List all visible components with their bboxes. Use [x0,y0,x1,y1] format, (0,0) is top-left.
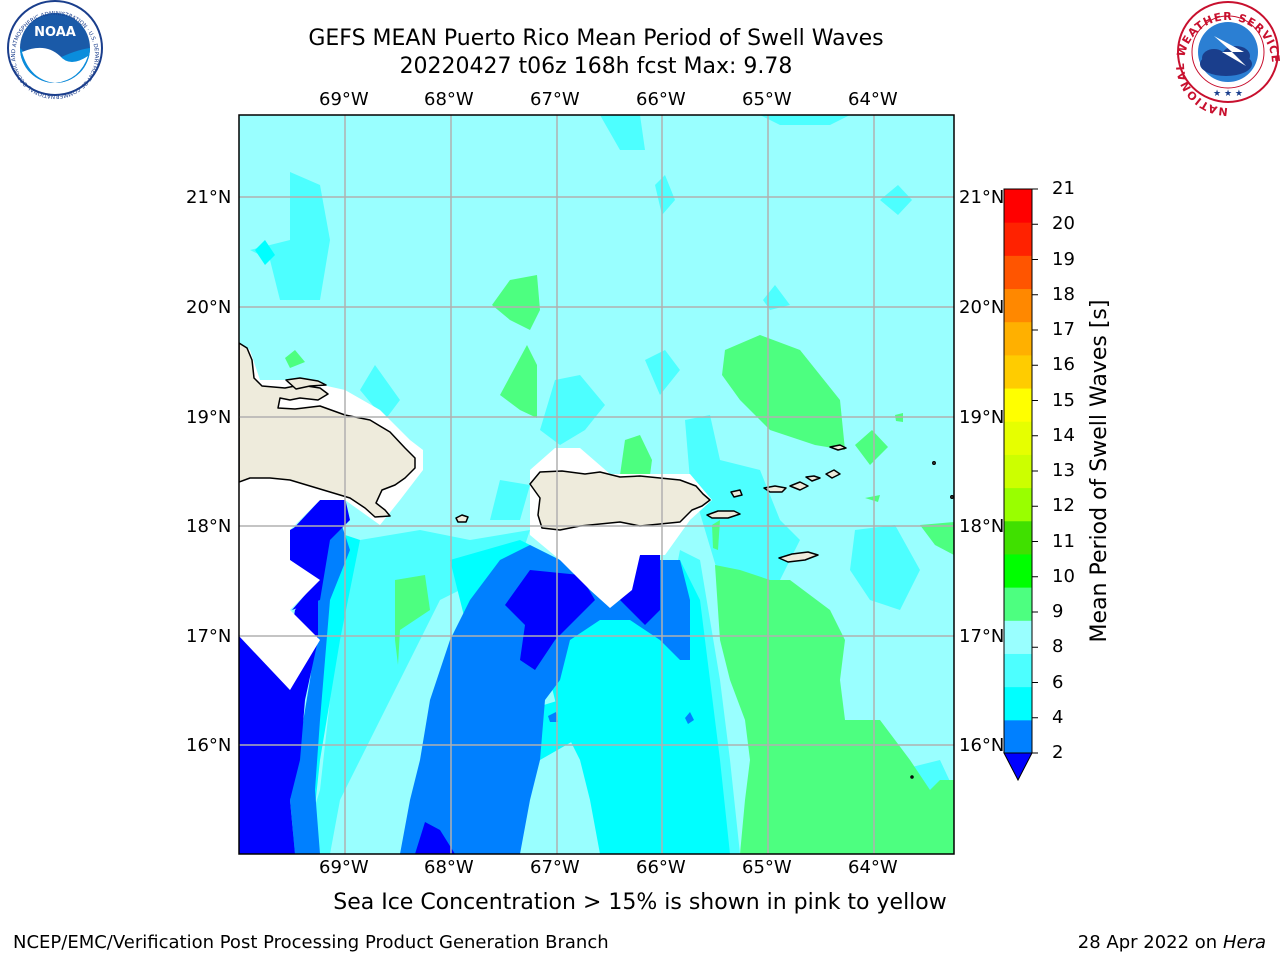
lat-tick-right-17: 17°N [959,626,1005,647]
lat-tick-left-19: 19°N [186,407,232,428]
colorbar-tick-label: 13 [1052,460,1075,481]
lon-tick-top-64: 64°W [848,89,898,110]
lat-tick-left-17: 17°N [186,626,232,647]
colorbar-bin [1004,653,1032,688]
lon-tick-top-65: 65°W [742,89,792,110]
colorbar-tick-label: 6 [1052,671,1064,693]
lon-tick-top-66: 66°W [636,89,686,110]
noaa-logo: NOAA NATIONAL OCEANIC AND ATMOSPHERIC AD… [0,0,103,99]
colorbar-bin [1004,686,1032,721]
nws-logo: NATIONAL WEATHER SERVICE ★ ★ ★ [1174,1,1280,118]
colorbar-bin [1004,421,1032,455]
land-vieques [706,510,741,519]
colorbar-tick-label: 17 [1052,319,1075,340]
colorbar-tick-label: 19 [1052,248,1075,270]
colorbar-tick-label: 15 [1052,389,1075,411]
lon-tick-top-69: 69°W [319,89,369,110]
colorbar-tick-label: 14 [1052,424,1075,446]
land-anegada [829,444,847,451]
colorbar-bin [1004,189,1032,223]
lat-tick-left-20: 20°N [186,297,232,318]
colorbar-bin [1004,454,1032,489]
footer-date: 28 Apr 2022 on [1077,932,1223,953]
land-culebra [730,489,743,498]
land-st-thomas [763,485,787,493]
lat-tick-left-21: 21°N [186,187,232,208]
lon-tick-bottom-68: 68°W [424,857,474,878]
colorbar-tick-label: 11 [1052,530,1075,552]
land-islet-1 [932,461,936,465]
lat-tick-left-16: 16°N [186,735,232,756]
noaa-logo-text: NOAA [34,25,76,40]
colorbar-bin [1004,520,1032,555]
lon-tick-bottom-67: 67°W [530,857,580,878]
colorbar-bin [1004,255,1032,290]
field-blue-bands [290,520,694,854]
field-green-patches [285,275,954,854]
colorbar-tick-label: 2 [1052,742,1064,763]
land-islet-2 [950,495,954,499]
colorbar-bin [1004,487,1032,522]
svg-text:★ ★ ★: ★ ★ ★ [1213,89,1243,99]
colorbar-tick-label: 9 [1052,601,1064,622]
lat-tick-right-19: 19°N [959,407,1005,428]
colorbar-tick-label: 10 [1052,565,1075,587]
colorbar-tick-label: 4 [1052,706,1064,728]
land-puerto-rico [529,470,711,531]
colorbar-tick-label: 18 [1052,283,1075,305]
colorbar-tick-label: 8 [1052,636,1064,658]
map-frame [238,114,955,855]
colorbar-bin [1004,354,1032,389]
lat-tick-right-20: 20°N [959,297,1005,318]
colorbar-bin [1004,620,1032,654]
colorbar-tick-label: 12 [1052,495,1075,517]
sea-ice-note: Sea Ice Concentration > 15% is shown in … [333,890,947,915]
map-field [239,115,954,854]
colorbar [1004,189,1032,754]
colorbar-tick-label: 20 [1052,213,1075,235]
land-islet-3 [910,775,914,779]
lat-tick-right-21: 21°N [959,187,1005,208]
colorbar-bin [1004,222,1032,256]
colorbar-under-extension [1003,752,1033,782]
footer-right: 28 Apr 2022 on Hera [1078,932,1266,953]
colorbar-tick-label: 16 [1052,354,1075,376]
colorbar-tick-marks [1032,188,1038,754]
lon-tick-bottom-69: 69°W [319,857,369,878]
lat-tick-left-18: 18°N [186,516,232,537]
colorbar-bin [1004,288,1032,323]
lon-tick-top-67: 67°W [530,89,580,110]
colorbar-bin [1004,719,1032,754]
colorbar-bin [1004,553,1032,588]
lat-tick-right-16: 16°N [959,735,1005,756]
colorbar-tick-label: 21 [1052,178,1075,199]
lon-tick-bottom-65: 65°W [742,857,792,878]
title-line-1: GEFS MEAN Puerto Rico Mean Period of Swe… [308,26,884,51]
lat-tick-right-18: 18°N [959,516,1005,537]
colorbar-bin [1004,321,1032,356]
land-tortola [805,475,821,482]
land-st-croix [778,551,819,563]
land-mona-island [455,514,469,523]
colorbar-bin [1004,587,1032,621]
title-line-2: 20220427 t06z 168h fcst Max: 9.78 [399,54,793,79]
colorbar-bin [1004,388,1032,422]
land [239,342,954,779]
colorbar-label: Mean Period of Swell Waves [s] [1087,300,1112,643]
lon-tick-top-68: 68°W [424,89,474,110]
footer-host: Hera [1222,932,1266,953]
lon-tick-bottom-66: 66°W [636,857,686,878]
graticule [239,115,954,854]
land-hispaniola-peninsula [285,377,327,390]
land-virgin-gorda [825,469,841,479]
land-st-john [789,481,809,491]
lon-tick-bottom-64: 64°W [848,857,898,878]
footer-left: NCEP/EMC/Verification Post Processing Pr… [13,932,609,953]
